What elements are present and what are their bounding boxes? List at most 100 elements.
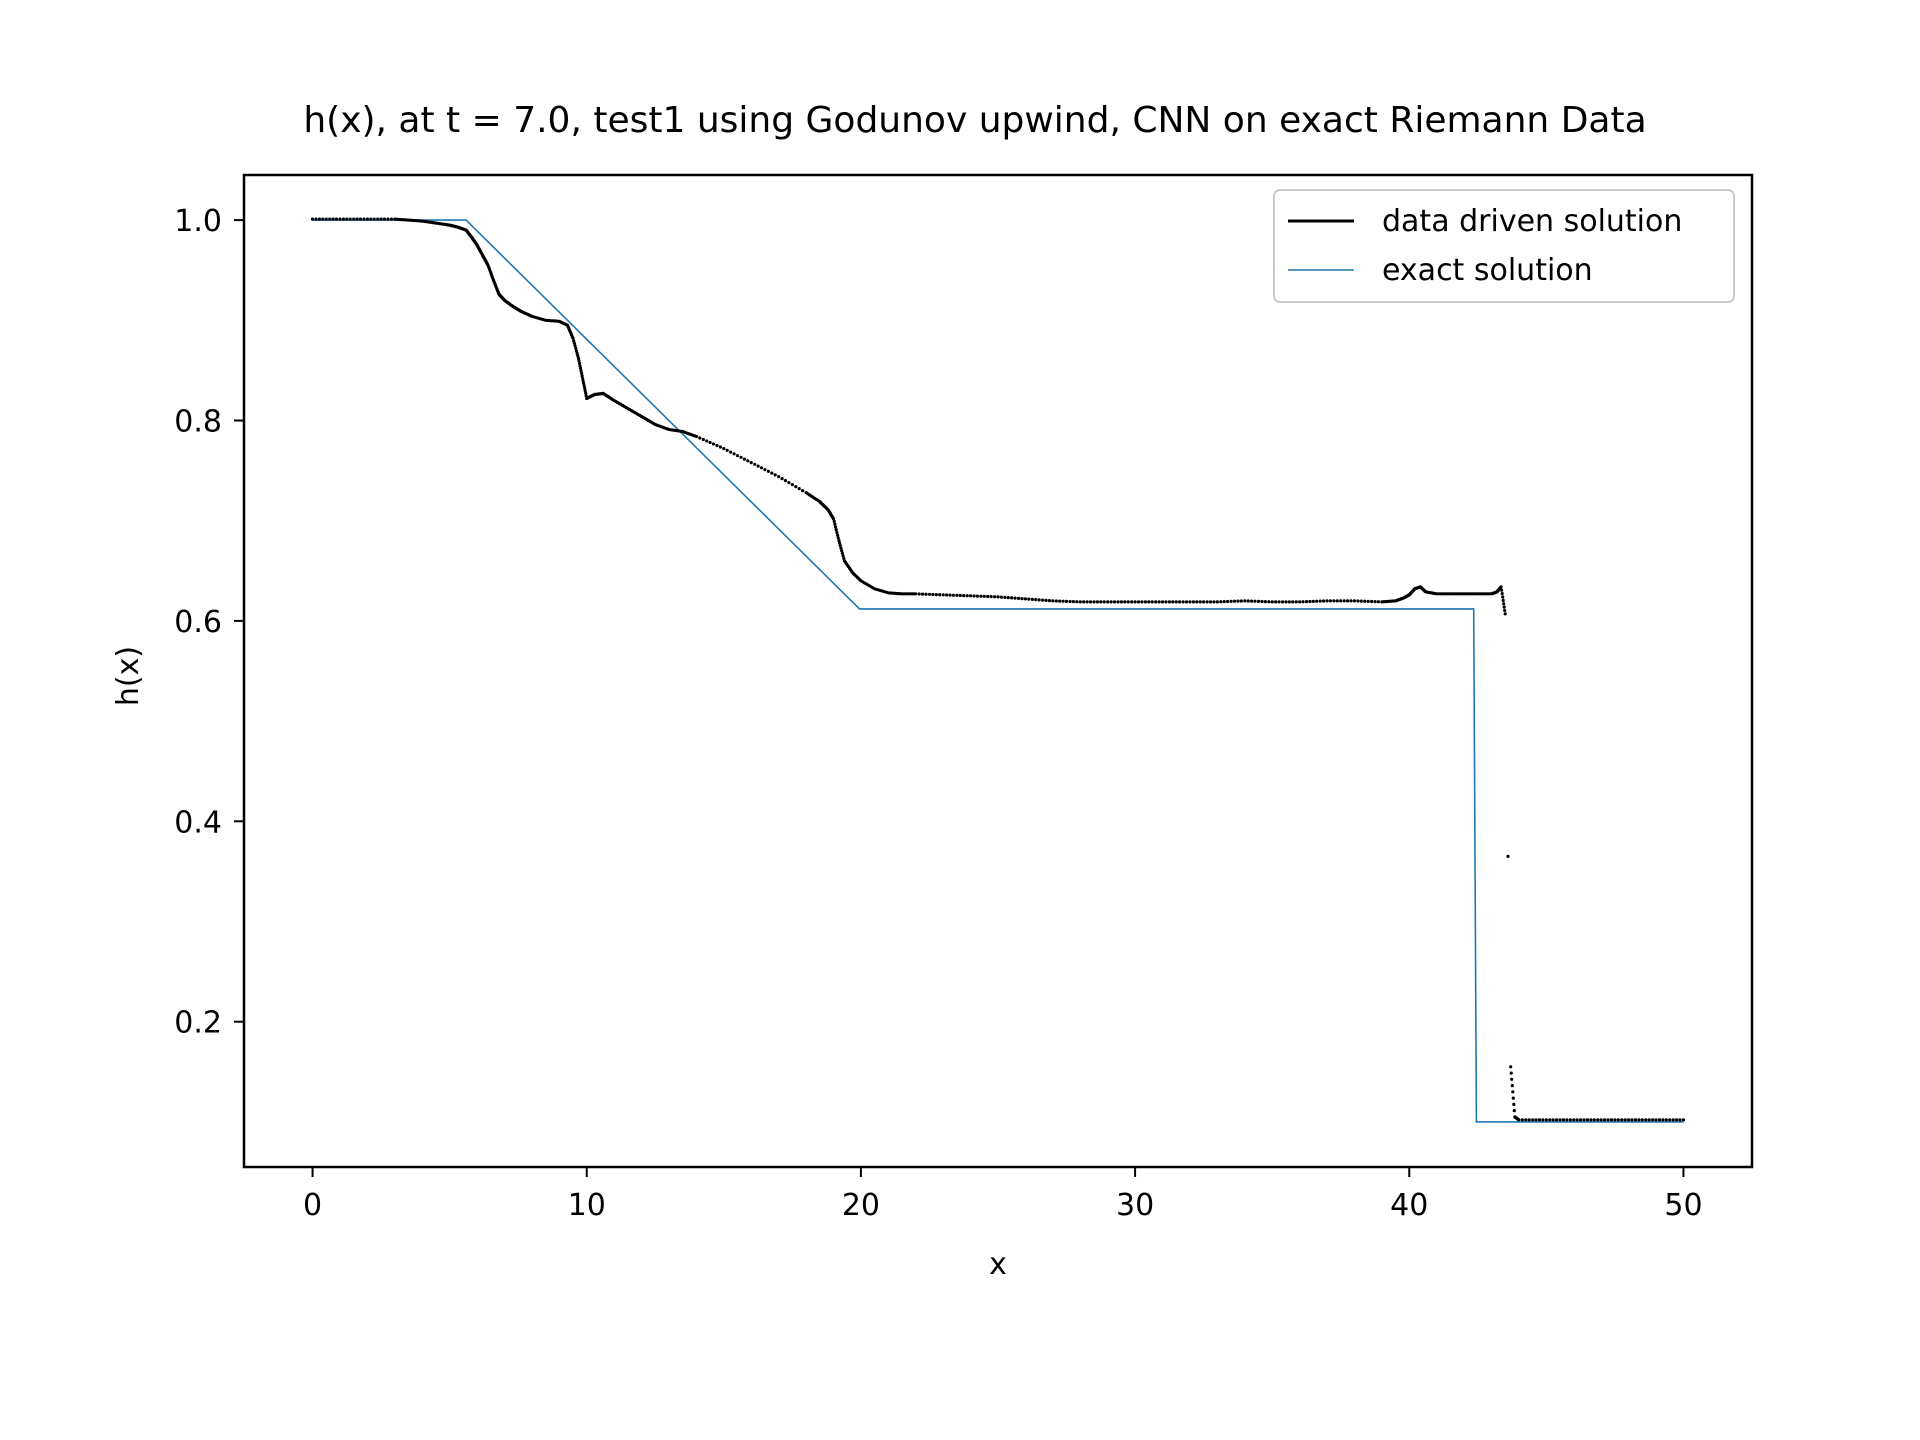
data-point [777, 475, 781, 479]
data-point [780, 477, 784, 481]
data-point [711, 442, 716, 446]
data-point [1630, 1118, 1634, 1122]
x-tick-label: 0 [303, 1188, 322, 1223]
data-point [1579, 1118, 1583, 1122]
data-point [1613, 1118, 1617, 1122]
data-point [948, 593, 952, 597]
data-point [1099, 600, 1103, 604]
data-point [338, 217, 342, 221]
data-point [1356, 599, 1360, 603]
data-point [1119, 600, 1123, 604]
data-point [1661, 1118, 1665, 1122]
data-point [787, 481, 791, 485]
data-point [580, 371, 584, 375]
x-tick-label: 30 [1116, 1188, 1154, 1223]
data-point [365, 217, 369, 221]
data-point [1346, 599, 1350, 603]
data-point [1520, 1118, 1524, 1122]
data-point [1178, 600, 1182, 604]
data-point [582, 384, 586, 388]
data-point [1082, 600, 1086, 604]
data-point [1363, 599, 1367, 603]
data-point [1668, 1118, 1672, 1122]
data-point [1500, 592, 1504, 596]
data-point [575, 351, 579, 355]
data-point [1143, 600, 1147, 604]
data-point [1512, 1102, 1516, 1106]
data-point [1116, 600, 1120, 604]
data-point [1010, 596, 1014, 600]
data-point [386, 217, 390, 221]
data-point [1517, 1118, 1521, 1122]
data-point [1609, 1118, 1614, 1122]
data-point [1198, 600, 1202, 604]
plot-frame [242, 173, 1754, 1169]
data-point [1147, 600, 1151, 604]
data-point [310, 217, 315, 221]
data-point [955, 593, 959, 597]
data-point [1188, 600, 1192, 604]
data-point [742, 457, 747, 461]
data-point [581, 379, 585, 383]
data-point [1654, 1118, 1658, 1122]
data-point [352, 217, 356, 221]
data-point [1044, 598, 1048, 603]
data-point [1349, 599, 1353, 603]
data-point [1620, 1118, 1624, 1122]
data-point [927, 592, 932, 596]
data-point [1298, 600, 1302, 604]
data-point [1322, 599, 1326, 603]
data-point [1681, 1118, 1686, 1122]
x-tick-label: 20 [842, 1188, 880, 1223]
data-point [1633, 1118, 1638, 1122]
series-data-driven-solution [310, 217, 1686, 1122]
data-point [317, 217, 321, 221]
data-point [1136, 600, 1141, 604]
data-point [838, 544, 842, 548]
data-point [324, 217, 328, 221]
data-point [1644, 1118, 1648, 1122]
data-point [331, 217, 335, 221]
data-point [715, 443, 719, 448]
data-point [989, 595, 993, 599]
data-point [773, 473, 777, 477]
chart-title: h(x), at t = 7.0, test1 using Godunov up… [303, 100, 1646, 141]
data-point [1664, 1118, 1668, 1122]
data-point [1366, 599, 1370, 604]
data-point [1027, 597, 1031, 601]
data-point [1512, 1109, 1516, 1113]
data-point [698, 436, 702, 440]
data-point [571, 336, 575, 340]
data-point [1085, 600, 1089, 604]
x-tick-label: 40 [1390, 1188, 1428, 1223]
data-point [1020, 597, 1024, 601]
data-point [576, 354, 580, 358]
data-point [790, 483, 795, 487]
y-axis-label: h(x) [111, 646, 146, 706]
data-point [794, 485, 798, 489]
x-tick-label: 10 [568, 1188, 606, 1223]
data-point [833, 525, 838, 529]
data-point [921, 592, 925, 596]
data-point [1064, 599, 1069, 604]
data-point [917, 592, 921, 596]
data-point [1502, 605, 1506, 609]
data-point [573, 344, 577, 348]
data-point [783, 479, 788, 483]
data-point [1123, 600, 1127, 604]
data-point [362, 217, 366, 221]
data-point [1596, 1118, 1600, 1122]
data-point [1174, 600, 1178, 604]
data-point [1501, 598, 1505, 603]
data-point [348, 217, 352, 221]
data-point [1555, 1118, 1559, 1122]
data-point [321, 217, 325, 221]
data-point [1339, 599, 1343, 603]
x-axis: 0 10 20 30 40 50 [303, 1167, 1703, 1223]
data-point [1102, 600, 1106, 604]
data-point [1226, 599, 1230, 604]
data-point [1325, 599, 1329, 603]
data-point [1548, 1118, 1552, 1122]
data-point [1068, 599, 1072, 604]
